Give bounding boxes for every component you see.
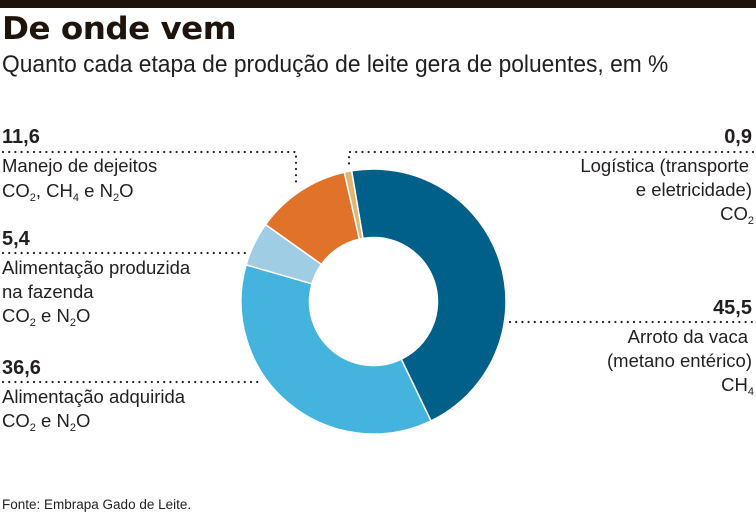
category-label-adquirida: Alimentação adquirida: [2, 386, 186, 407]
category-label-logistica-1: Logística (transporte: [580, 155, 749, 176]
donut-slices: [240, 168, 507, 435]
category-label-arroto-1: Arroto da vaca: [627, 326, 748, 347]
gases-label-logistica: CO2: [720, 203, 754, 227]
chart-title: De onde vem: [2, 11, 237, 47]
value-label-adquirida: 36,6: [2, 357, 41, 379]
source-note: Fonte: Embrapa Gado de Leite.: [2, 497, 192, 512]
category-label-dejeitos: Manejo de dejeitos: [2, 155, 158, 176]
gases-label-produzida: CO2 e N2O: [2, 305, 91, 329]
leader-lines: [1, 150, 755, 384]
category-label-arroto-2: (metano entérico): [607, 350, 752, 371]
gases-label-adquirida: CO2 e N2O: [2, 410, 91, 434]
value-label-logistica: 0,9: [724, 126, 752, 148]
category-label-produzida-2: na fazenda: [2, 281, 94, 302]
slice-logistica: [343, 169, 364, 240]
leader-logistica: [347, 150, 755, 168]
leader-dejeitos: [1, 150, 298, 189]
chart-subtitle: Quanto cada etapa de produção de leite g…: [2, 51, 669, 78]
value-label-arroto: 45,5: [713, 297, 752, 319]
value-label-produzida: 5,4: [2, 228, 30, 250]
category-label-produzida-1: Alimentação produzida: [2, 257, 191, 278]
gases-label-arroto: CH4: [721, 374, 754, 398]
slice-arroto: [350, 168, 507, 422]
slice-adquirida: [240, 263, 432, 435]
gases-label-dejeitos: CO2, CH4 e N2O: [2, 180, 134, 204]
value-label-dejeitos: 11,6: [2, 126, 40, 148]
top-bar: [0, 0, 756, 8]
category-label-logistica-2: e eletricidade): [635, 179, 752, 200]
